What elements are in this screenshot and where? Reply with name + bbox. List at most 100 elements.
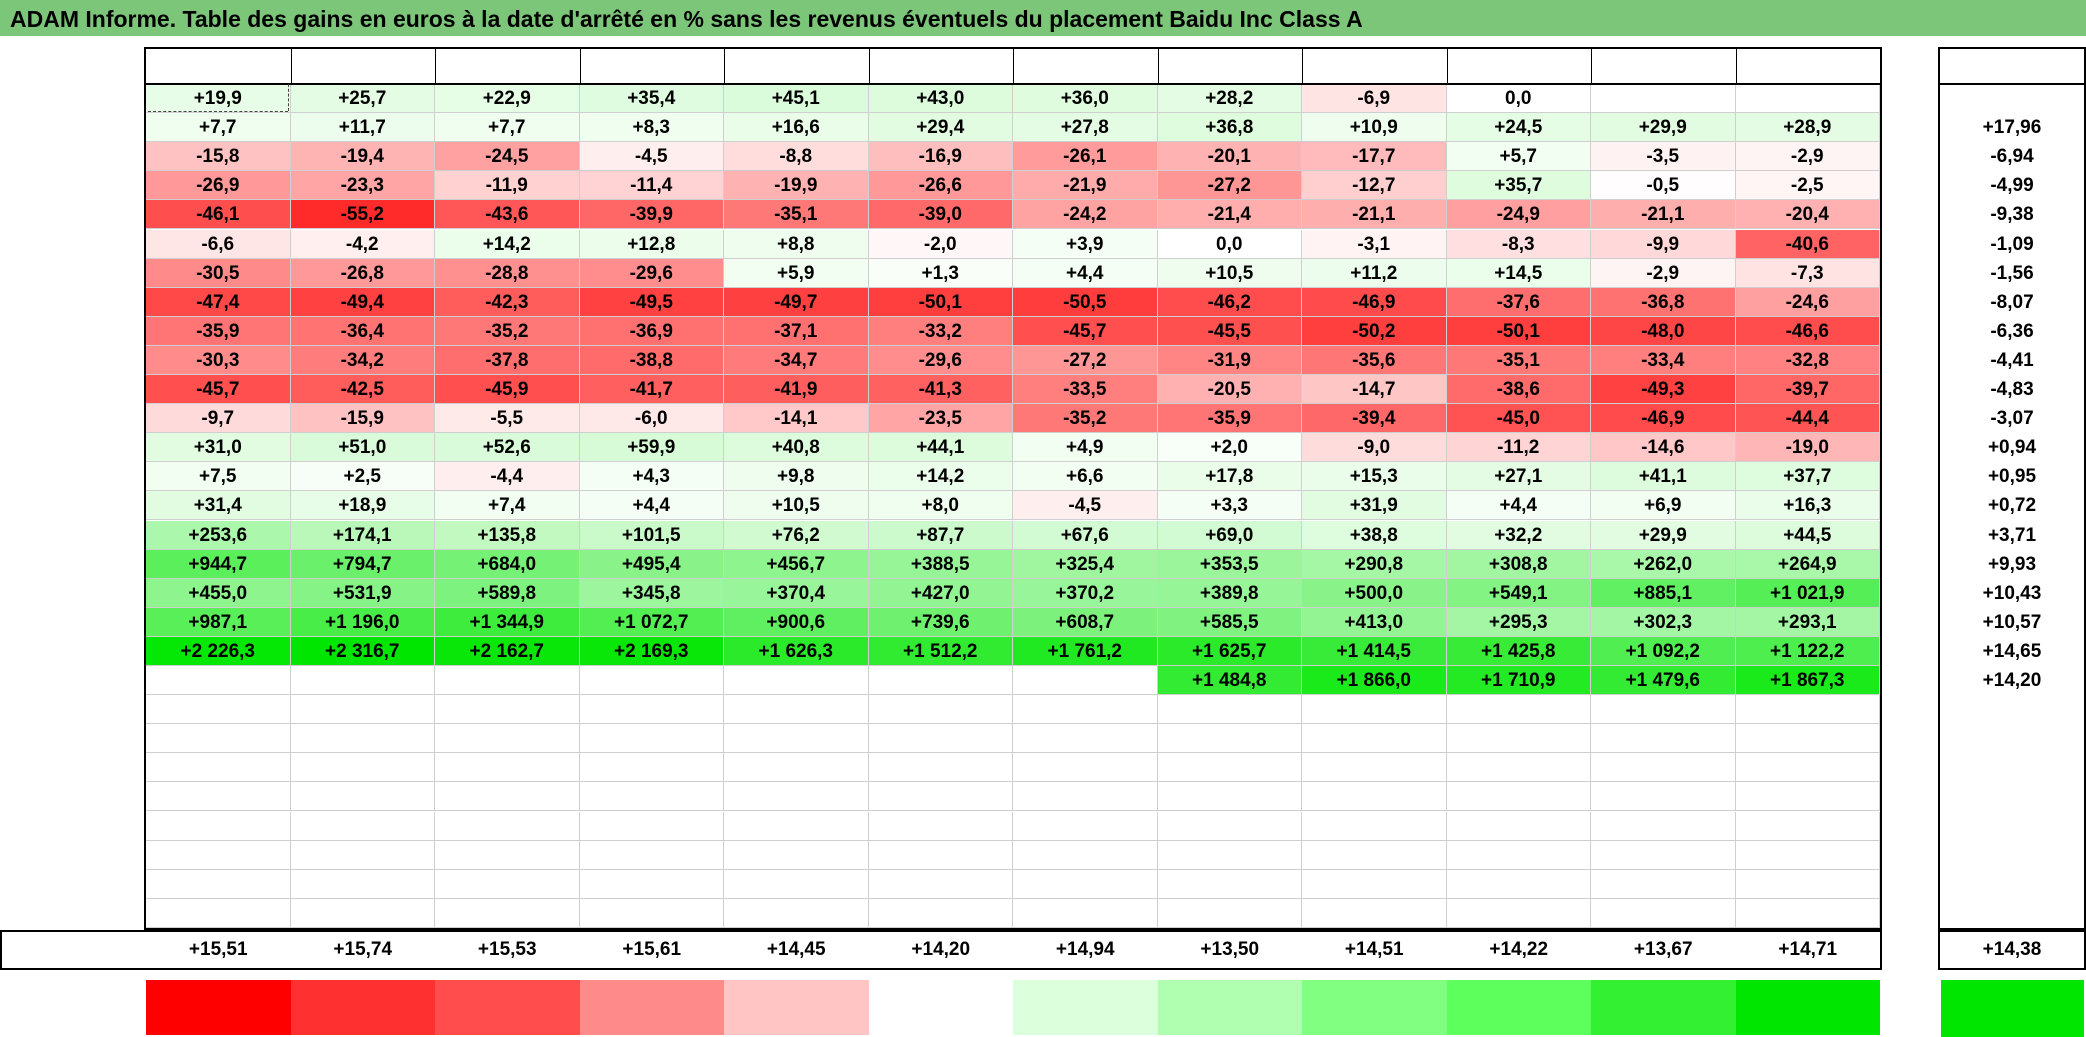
table-cell (1446, 869, 1591, 899)
table-cell (1013, 840, 1158, 870)
table-cell (724, 898, 869, 928)
average-value: +15,61 (622, 939, 682, 960)
table-cell (1735, 898, 1880, 928)
table-cell: +1 414,5 (1302, 636, 1447, 666)
table-cell: +174,1 (290, 520, 435, 550)
table-cell (1591, 840, 1736, 870)
table-cell (868, 695, 1013, 725)
table-cell: -41,7 (579, 375, 724, 405)
table-cell: -42,5 (290, 375, 435, 405)
table-cell: -50,2 (1302, 316, 1447, 346)
year-label (0, 782, 144, 811)
table-cell: +32,2 (1446, 520, 1591, 550)
table-cell (724, 811, 869, 841)
table-cell (435, 898, 580, 928)
table-cell: -35,9 (1157, 404, 1302, 434)
tx-actua-scale-swatch (1941, 980, 2084, 1037)
table-cell (1446, 898, 1591, 928)
color-scale-swatch (290, 980, 435, 1035)
table-cell: +19,9 (146, 84, 291, 114)
table-cell: +2 162,7 (435, 636, 580, 666)
table-cell: -48,0 (1591, 316, 1736, 346)
color-scale-swatch (579, 980, 724, 1035)
table-cell (868, 666, 1013, 696)
table-cell: -19,4 (290, 142, 435, 172)
table-cell: -43,6 (435, 200, 580, 230)
table-cell: +22,9 (435, 84, 580, 114)
table-cell: -9,7 (146, 404, 291, 434)
table-cell: +1 484,8 (1157, 666, 1302, 696)
color-scale-swatch (868, 980, 1013, 1035)
table-cell: -42,3 (435, 287, 580, 317)
table-cell: +4,4 (1446, 491, 1591, 521)
table-cell: -37,6 (1446, 287, 1591, 317)
header-separator (435, 47, 436, 84)
table-cell: +2 316,7 (290, 636, 435, 666)
tx-actuariel-value: -1,56 (1990, 262, 2034, 284)
table-cell: +794,7 (290, 549, 435, 579)
table-cell: +290,8 (1302, 549, 1447, 579)
table-cell: -41,9 (724, 375, 869, 405)
table-cell: +16,6 (724, 113, 869, 143)
table-cell: +10,5 (724, 491, 869, 521)
table-cell: +29,9 (1591, 113, 1736, 143)
table-cell: -4,5 (579, 142, 724, 172)
color-scale-swatch (724, 980, 869, 1035)
table-cell: +1 344,9 (435, 607, 580, 637)
table-cell: +15,3 (1302, 462, 1447, 492)
year-label (0, 695, 144, 724)
table-cell (1591, 782, 1736, 812)
table-cell (868, 869, 1013, 899)
average-value: +15,51 (188, 939, 248, 960)
table-cell: +31,0 (146, 433, 291, 463)
color-scale-swatch (1302, 980, 1447, 1035)
tx-actuariel-value: +14,65 (1982, 640, 2042, 662)
table-cell: +27,1 (1446, 462, 1591, 492)
table-cell: -2,0 (868, 229, 1013, 259)
header-separator (1446, 47, 1448, 84)
table-cell: -34,7 (724, 345, 869, 375)
month-header (146, 47, 291, 83)
table-cell: -26,1 (1013, 142, 1158, 172)
table-cell: -5,5 (435, 404, 580, 434)
table-cell: +3,3 (1157, 491, 1302, 521)
table-cell: +7,4 (435, 491, 580, 521)
table-cell (868, 753, 1013, 783)
table-cell (1591, 811, 1736, 841)
table-cell (1446, 724, 1591, 754)
table-cell: -8,8 (724, 142, 869, 172)
table-cell: -2,9 (1591, 258, 1736, 288)
table-cell: -45,0 (1446, 404, 1591, 434)
table-cell: +36,0 (1013, 84, 1158, 114)
table-cell: -46,9 (1591, 404, 1736, 434)
table-cell: -36,4 (290, 316, 435, 346)
table-cell: -9,9 (1591, 229, 1736, 259)
year-label (0, 462, 144, 491)
table-cell: +51,0 (290, 433, 435, 463)
table-cell (868, 898, 1013, 928)
table-cell: -30,5 (146, 258, 291, 288)
title-bar: ADAM Informe. Table des gains en euros à… (0, 0, 2086, 36)
table-cell (435, 840, 580, 870)
average-value: +15,74 (333, 939, 393, 960)
header-separator (290, 47, 292, 84)
table-cell (579, 840, 724, 870)
table-cell: +17,8 (1157, 462, 1302, 492)
table-cell (724, 753, 869, 783)
table-cell: -26,8 (290, 258, 435, 288)
table-cell: -2,5 (1735, 171, 1880, 201)
table-cell: +44,5 (1735, 520, 1880, 550)
average-value: +14,45 (766, 939, 826, 960)
table-cell: -37,1 (724, 316, 869, 346)
table-cell: -45,7 (1013, 316, 1158, 346)
table-cell: +253,6 (146, 520, 291, 550)
table-cell: +1 761,2 (1013, 636, 1158, 666)
table-cell (146, 898, 291, 928)
table-cell: -6,6 (146, 229, 291, 259)
table-cell (435, 753, 580, 783)
table-cell: -21,4 (1157, 200, 1302, 230)
table-cell: -36,8 (1591, 287, 1736, 317)
table-cell (579, 666, 724, 696)
table-cell: -34,2 (290, 345, 435, 375)
table-cell: -39,7 (1735, 375, 1880, 405)
